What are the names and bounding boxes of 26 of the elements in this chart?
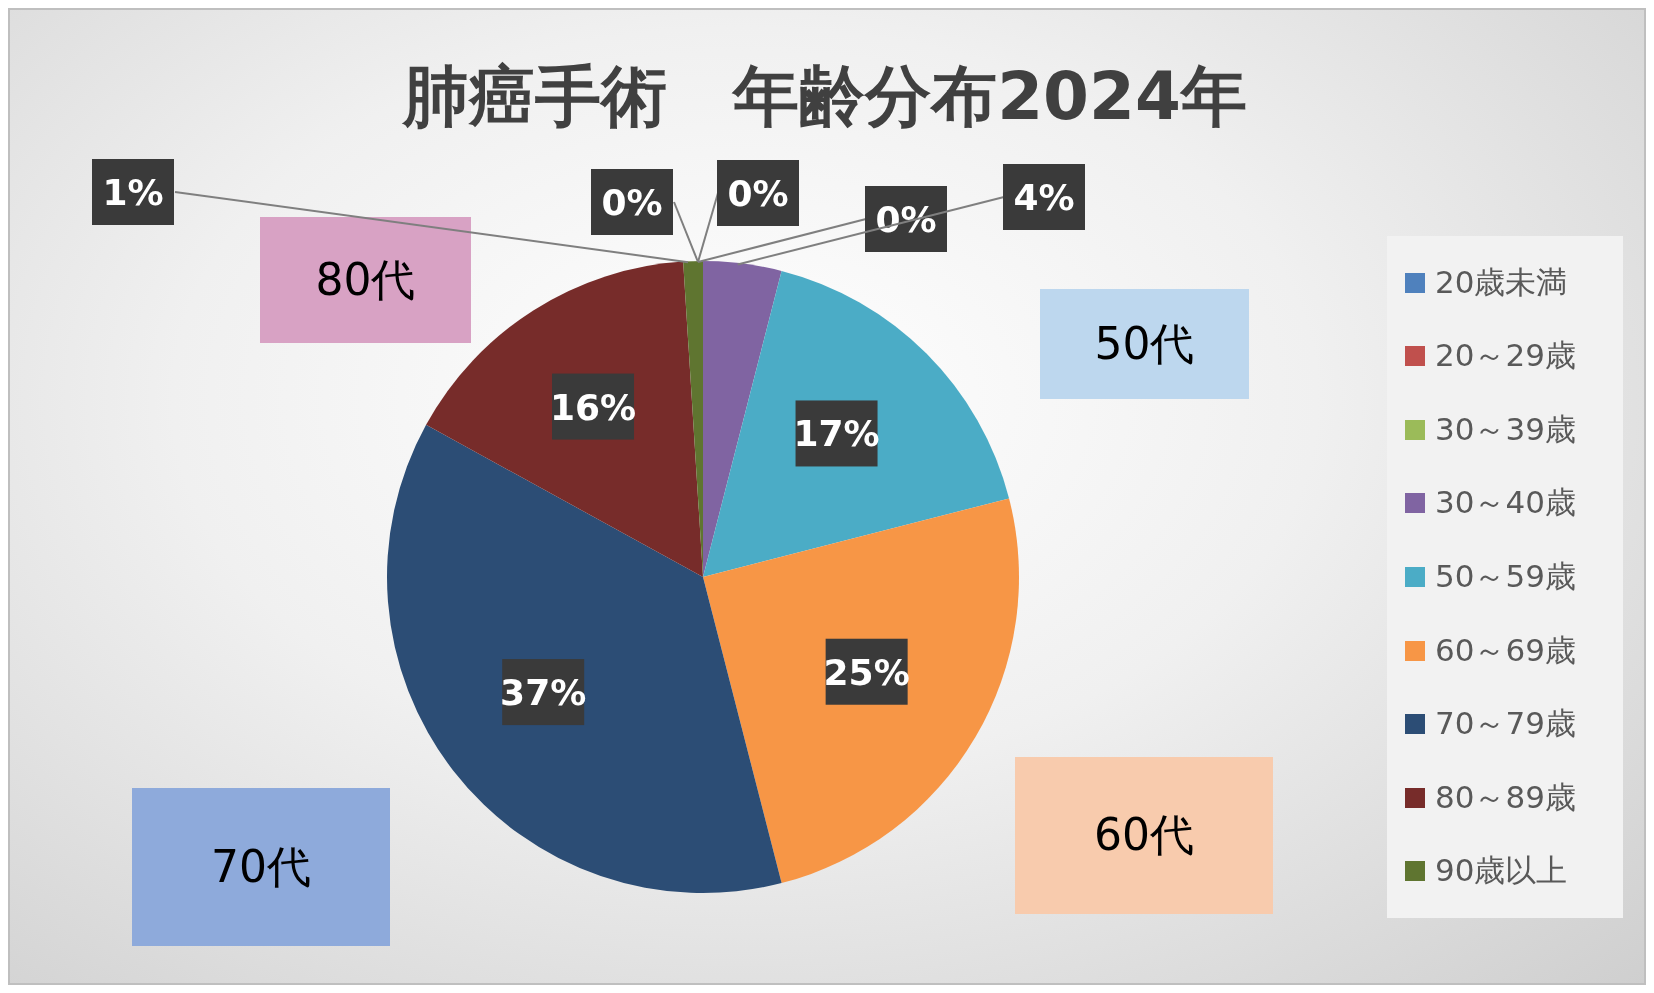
data-label: 4% [1013,177,1075,218]
chart-title: 肺癌手術 年齢分布2024年 [401,57,1248,137]
pie-slice [703,498,1019,884]
text: 0% [727,173,789,214]
text: 0% [601,182,663,223]
text: 70代 [132,788,390,946]
legend-label: 80～89歳 [1435,777,1576,817]
text: 80代 [260,217,471,343]
legend-label: 30～39歳 [1435,409,1576,449]
text: 50代 [1040,289,1249,399]
pie-slice [426,261,703,577]
text: 0% [875,199,937,240]
legend-label: 90歳以上 [1435,851,1568,891]
text: 60代 [1015,757,1273,914]
data-label: 37% [500,672,587,714]
legend-label: 60～69歳 [1435,630,1576,670]
data-label: 1% [102,172,164,213]
legend-label: 20歳未満 [1435,262,1568,302]
legend-label: 20～29歳 [1435,336,1576,376]
pie-slice [703,261,782,577]
pie-slice [703,270,1010,577]
pie-slice [387,424,782,893]
legend-label: 70～79歳 [1435,704,1576,744]
data-label: 16% [549,386,637,428]
legend-label: 50～59歳 [1435,556,1576,596]
legend-label: 30～40歳 [1435,483,1576,523]
